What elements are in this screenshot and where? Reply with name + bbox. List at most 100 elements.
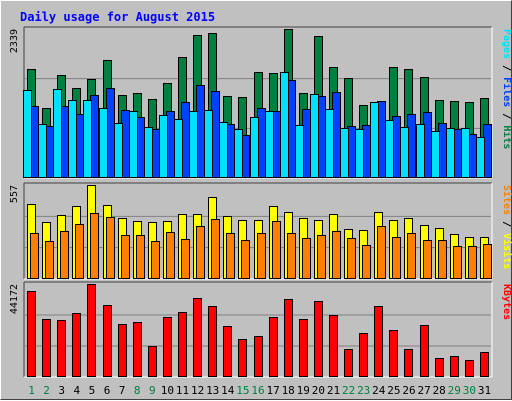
bar-pages-day-16 — [250, 117, 259, 178]
bar-sites-day-25 — [392, 237, 401, 279]
day-label: 18 — [282, 384, 295, 397]
bar-pages-day-30 — [461, 128, 470, 178]
bar-sites-day-28 — [438, 240, 447, 279]
bar-kbytes-day-30 — [465, 360, 474, 377]
bar-sites-day-5 — [90, 213, 99, 279]
day-label: 10 — [161, 384, 174, 397]
day-label: 1 — [28, 384, 35, 397]
legend-entry: Pages — [501, 29, 512, 59]
bar-pages-day-11 — [174, 119, 183, 178]
day-label: 16 — [251, 384, 264, 397]
legend-hits: Pages / Files / Hits — [501, 29, 512, 149]
day-label: 22 — [342, 384, 355, 397]
day-label: 19 — [297, 384, 310, 397]
series-kbytes — [27, 284, 489, 377]
day-label: 31 — [478, 384, 491, 397]
bar-kbytes-day-21 — [329, 315, 338, 377]
bar-kbytes-day-23 — [359, 333, 368, 377]
day-label: 26 — [402, 384, 415, 397]
bar-kbytes-day-5 — [87, 284, 96, 377]
bar-pages-day-7 — [114, 123, 123, 178]
day-label: 7 — [119, 384, 126, 397]
bar-sites-day-18 — [287, 233, 296, 279]
bar-sites-day-2 — [45, 241, 54, 279]
bar-pages-day-14 — [219, 122, 228, 178]
legend-entry: / — [501, 59, 512, 77]
bar-pages-day-4 — [68, 100, 77, 178]
day-label: 27 — [417, 384, 430, 397]
bar-pages-day-17 — [265, 111, 274, 178]
bar-pages-day-22 — [340, 128, 349, 178]
bar-sites-day-19 — [302, 238, 311, 279]
legend-kbytes: KBytes — [501, 284, 512, 320]
bar-kbytes-day-1 — [27, 291, 36, 377]
bar-kbytes-day-26 — [404, 349, 413, 377]
max-label-visits: 557 — [9, 185, 20, 203]
bar-kbytes-day-4 — [72, 313, 81, 377]
day-label: 25 — [387, 384, 400, 397]
bar-kbytes-day-15 — [238, 339, 247, 377]
bar-pages-day-9 — [144, 127, 153, 178]
bar-sites-day-12 — [196, 226, 205, 279]
chart-title: Daily usage for August 2015 — [20, 10, 215, 24]
bar-kbytes-day-27 — [420, 325, 429, 377]
bar-kbytes-day-10 — [163, 317, 172, 377]
bar-kbytes-day-20 — [314, 301, 323, 377]
bar-pages-day-5 — [83, 100, 92, 178]
bar-sites-day-26 — [407, 233, 416, 279]
legend-visits: Sites / Visits — [501, 185, 512, 269]
bar-sites-day-21 — [332, 231, 341, 279]
bar-pages-day-29 — [446, 128, 455, 178]
bar-sites-day-14 — [226, 233, 235, 279]
bar-kbytes-day-9 — [148, 346, 157, 377]
day-label: 6 — [104, 384, 111, 397]
bar-pages-day-21 — [325, 109, 334, 178]
bar-sites-day-3 — [60, 231, 69, 279]
bar-sites-day-6 — [106, 217, 115, 279]
bar-sites-day-7 — [121, 235, 130, 279]
bar-pages-day-19 — [295, 125, 304, 178]
bar-pages-day-25 — [385, 120, 394, 178]
legend-entry: Hits — [501, 125, 512, 149]
legend-entry: Sites — [501, 185, 512, 215]
bar-kbytes-day-13 — [208, 306, 217, 377]
bar-kbytes-day-24 — [374, 306, 383, 377]
day-label: 29 — [448, 384, 461, 397]
day-label: 2 — [43, 384, 50, 397]
bar-sites-day-20 — [317, 235, 326, 279]
bar-kbytes-day-31 — [480, 352, 489, 377]
bar-sites-day-30 — [468, 246, 477, 279]
max-label-kbytes: 44172 — [9, 284, 20, 314]
bar-pages-day-12 — [189, 111, 198, 178]
bar-sites-day-11 — [181, 239, 190, 279]
day-label: 12 — [191, 384, 204, 397]
bar-kbytes-day-16 — [254, 336, 263, 377]
bar-sites-day-27 — [423, 240, 432, 279]
day-label: 17 — [266, 384, 279, 397]
panel-visits: 557 Sites / Visits — [9, 182, 512, 280]
day-label: 4 — [73, 384, 80, 397]
series-sites — [30, 213, 492, 279]
bar-pages-day-31 — [476, 137, 485, 178]
day-label: 11 — [176, 384, 189, 397]
bar-pages-day-15 — [234, 129, 243, 178]
bar-kbytes-day-19 — [299, 319, 308, 377]
bar-kbytes-day-22 — [344, 349, 353, 377]
bar-kbytes-day-6 — [103, 305, 112, 377]
series-pages — [23, 72, 485, 178]
bar-sites-day-10 — [166, 232, 175, 279]
panel-hits: 2339 Pages / Files / Hits — [9, 26, 512, 179]
bar-pages-day-23 — [355, 129, 364, 178]
bar-pages-day-20 — [310, 94, 319, 178]
day-label: 13 — [206, 384, 219, 397]
bar-sites-day-17 — [272, 221, 281, 279]
bar-sites-day-31 — [483, 244, 492, 279]
legend-entry: KBytes — [501, 284, 512, 320]
bar-sites-day-1 — [30, 233, 39, 279]
bar-pages-day-10 — [159, 115, 168, 178]
bar-sites-day-8 — [136, 235, 145, 279]
bar-pages-day-1 — [23, 90, 32, 178]
bar-pages-day-18 — [280, 72, 289, 178]
day-labels: 1 2 3 4 5 6 7 8 9 10 11 12 13 14 15 16 17 18 19 20 21 22 23 24 2… — [28, 384, 491, 397]
